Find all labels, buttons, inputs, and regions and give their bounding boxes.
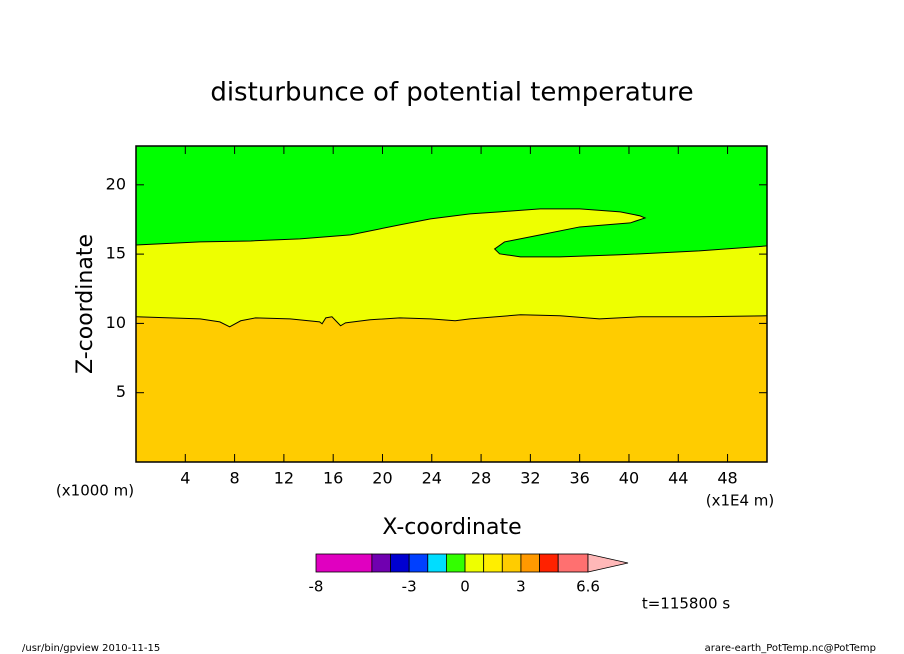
- x-unit-left: (x1000 m): [56, 482, 134, 500]
- x-tick-label: 36: [569, 469, 589, 488]
- plot-area: [135, 146, 768, 462]
- colorbar-box: [464, 553, 485, 573]
- colorbar-tick-label: -8: [309, 578, 324, 596]
- y-tick-label: 5: [116, 382, 126, 401]
- colorbar-tick-label: 3: [516, 578, 526, 596]
- colorbar-extension: [587, 553, 629, 573]
- x-unit-right: (x1E4 m): [706, 492, 775, 510]
- colorbar-tick-label: 6.6: [576, 578, 600, 596]
- x-tick-label: 12: [274, 469, 294, 488]
- x-tick-label: 16: [323, 469, 343, 488]
- contour-fill: [136, 314, 767, 462]
- footer-left: /usr/bin/gpview 2010-11-15: [22, 643, 160, 654]
- x-tick-label: 40: [619, 469, 639, 488]
- colorbar-tick-label: -3: [402, 578, 417, 596]
- y-tick-label: 20: [106, 174, 126, 193]
- x-tick-label: 32: [520, 469, 540, 488]
- colorbar-box: [408, 553, 429, 573]
- y-tick-label: 15: [106, 244, 126, 263]
- x-tick-label: 4: [180, 469, 190, 488]
- colorbar-box: [520, 553, 540, 573]
- colorbar-box: [483, 553, 503, 573]
- x-tick-label: 20: [372, 469, 392, 488]
- colorbar-box: [539, 553, 559, 573]
- x-axis-label: X-coordinate: [382, 515, 521, 540]
- footer-right: arare-earth_PotTemp.nc@PotTemp: [705, 643, 876, 654]
- time-label: t=115800 s: [642, 595, 730, 613]
- x-tick-label: 24: [422, 469, 442, 488]
- y-tick-label: 10: [106, 313, 126, 332]
- x-tick-label: 44: [668, 469, 688, 488]
- colorbar-box: [427, 553, 447, 573]
- x-tick-label: 48: [717, 469, 737, 488]
- colorbar-box: [501, 553, 522, 573]
- colorbar-box: [371, 553, 391, 573]
- x-tick-label: 28: [471, 469, 491, 488]
- colorbar-box: [446, 553, 466, 573]
- y-axis-label: Z-coordinate: [73, 234, 98, 374]
- chart-title: disturbunce of potential temperature: [210, 78, 693, 108]
- colorbar-tick-label: 0: [460, 578, 470, 596]
- plot-frame: [135, 145, 768, 463]
- colorbar-box: [315, 553, 373, 573]
- x-tick-label: 8: [230, 469, 240, 488]
- colorbar-box: [557, 553, 589, 573]
- colorbar-box: [390, 553, 410, 573]
- contour-line: [135, 208, 768, 258]
- contour-line: [135, 314, 768, 328]
